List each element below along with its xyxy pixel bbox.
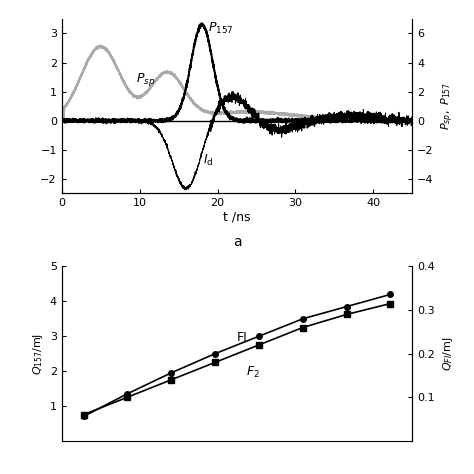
Y-axis label: $Q_{157}$/mJ: $Q_{157}$/mJ bbox=[31, 333, 46, 375]
Text: a: a bbox=[233, 235, 241, 249]
X-axis label: t /ns: t /ns bbox=[223, 211, 251, 224]
Y-axis label: $P_{sp},\ P_{157}$: $P_{sp},\ P_{157}$ bbox=[439, 82, 456, 130]
Y-axis label: $Q_{FI}$/mJ: $Q_{FI}$/mJ bbox=[440, 337, 455, 371]
Text: $I_{\rm d}$: $I_{\rm d}$ bbox=[203, 153, 214, 168]
Text: $P_{sp}$: $P_{sp}$ bbox=[136, 71, 155, 88]
Text: $P_{157}$: $P_{157}$ bbox=[208, 21, 233, 36]
Text: $F_2$: $F_2$ bbox=[246, 365, 260, 381]
Text: FI: FI bbox=[237, 331, 248, 345]
